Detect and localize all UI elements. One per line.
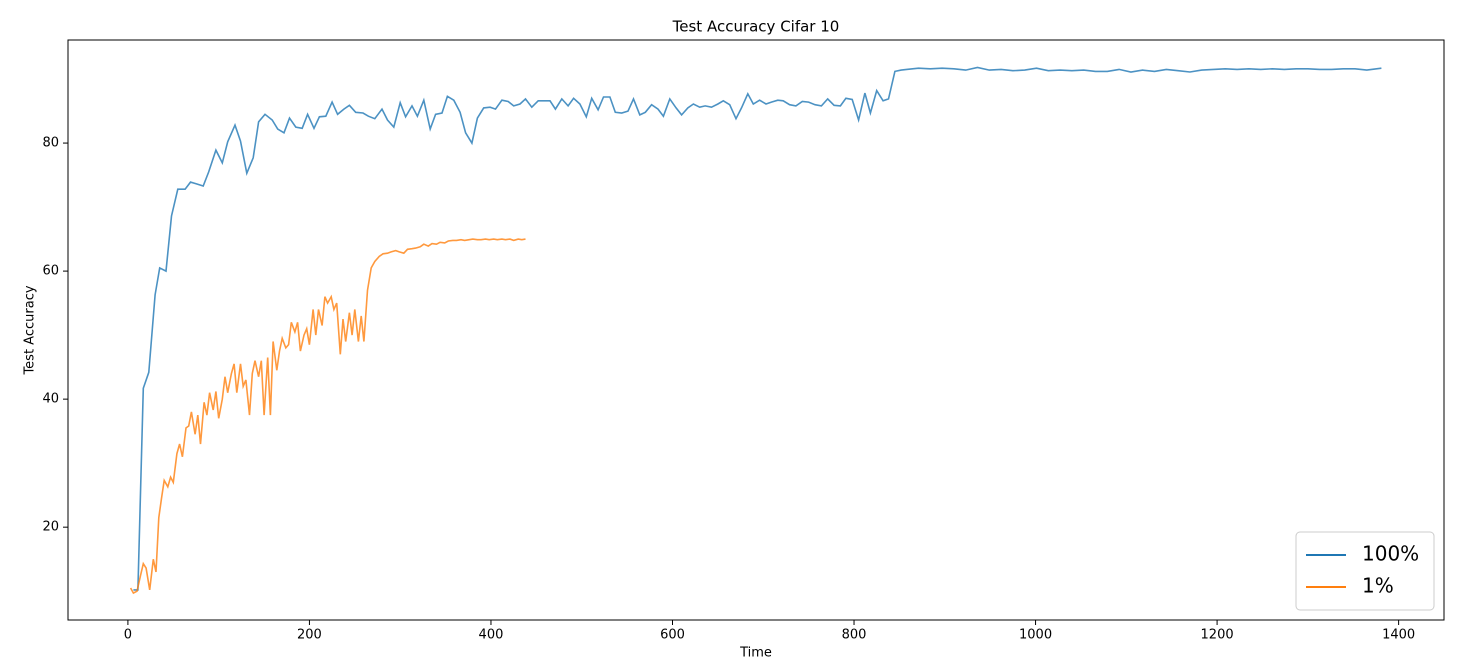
x-tick-label: 1000 [1019,628,1052,643]
plot-frame [67,39,1445,621]
chart-title: Test Accuracy Cifar 10 [672,18,840,36]
y-tick-label: 40 [42,392,59,407]
y-tick-label: 80 [42,136,59,151]
legend-box [1295,531,1435,611]
x-axis-label: Time [739,646,772,661]
y-tick-label: 20 [42,520,59,535]
series-line [129,238,526,595]
x-tick-label: 600 [660,628,685,643]
y-axis-label: Test Accuracy [23,285,38,375]
x-tick-label: 1400 [1382,628,1415,643]
x-tick-label: 400 [479,628,504,643]
x-tick-label: 0 [124,628,132,643]
x-tick-label: 800 [842,628,867,643]
legend-label: 1% [1362,574,1394,598]
x-tick-label: 1200 [1201,628,1234,643]
legend-label: 100% [1362,542,1419,566]
series-line [133,66,1382,591]
y-tick-label: 60 [42,264,59,279]
x-tick-label: 200 [297,628,322,643]
